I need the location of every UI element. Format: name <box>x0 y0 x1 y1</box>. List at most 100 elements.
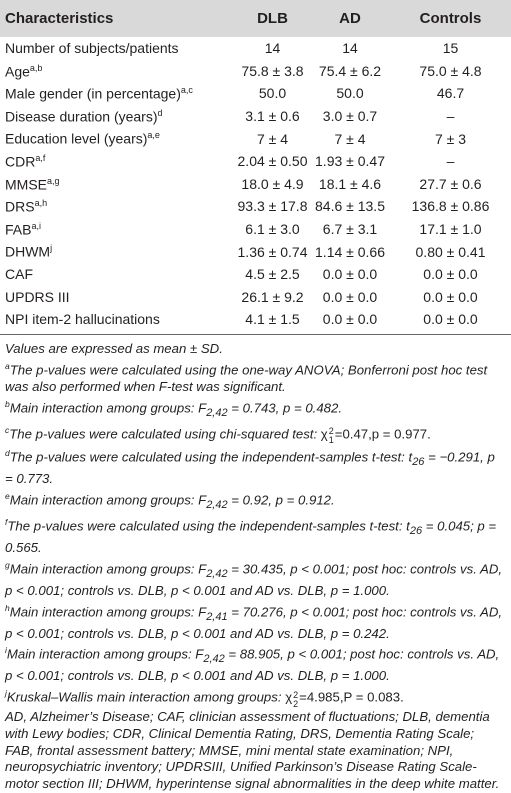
row-label: NPI item-2 hallucinations <box>5 311 160 328</box>
row-label-cell: Male gender (in percentage)a,c <box>0 82 235 105</box>
footnote-text: Main interaction among groups: F <box>9 561 207 577</box>
table-row: Disease duration (years)d 3.1 ± 0.6 3.0 ± … <box>0 105 511 128</box>
footnote-text: Main interaction among groups: F <box>9 492 207 508</box>
value-cell: 0.0 ± 0.0 <box>423 266 478 283</box>
footnote-ref: a,h <box>34 198 48 209</box>
row-label-cell: CDRa,f <box>0 150 235 173</box>
value-cell: 6.1 ± 3.0 <box>245 221 300 238</box>
footnote: fThe p-values were calculated using the … <box>5 514 506 557</box>
table-row: UPDRS III 26.1 ± 9.2 0.0 ± 0.0 0.0 ± 0.0 <box>0 286 511 309</box>
value-cell: 136.8 ± 0.86 <box>411 198 490 215</box>
value-cell: 17.1 ± 1.0 <box>419 221 482 238</box>
row-label-cell: FABa,i <box>0 218 235 241</box>
footnote: bMain interaction among groups: F2,42 = … <box>5 396 506 422</box>
footnote-text: Main interaction among groups: F <box>9 604 207 620</box>
math-text: χ <box>320 426 328 442</box>
value-cell: 14 <box>342 40 358 57</box>
footnote: cThe p-values were calculated using chi-… <box>5 422 506 445</box>
column-header: AD <box>339 10 361 27</box>
row-label-cell: Education level (years)a,e <box>0 127 235 150</box>
subscript: 26 <box>412 456 425 469</box>
table-row: Agea,b 75.8 ± 3.8 75.4 ± 6.2 75.0 ± 4.8 <box>0 60 511 83</box>
table-row: DHWMj 1.36 ± 0.74 1.14 ± 0.66 0.80 ± 0.41 <box>0 240 511 263</box>
footnote-mark: a <box>5 360 10 371</box>
table-row: DRSa,h 93.3 ± 17.8 84.6 ± 13.5 136.8 ± 0.86 <box>0 195 511 218</box>
footnote-text: The p-values were calculated using the i… <box>7 518 410 534</box>
footnote: iMain interaction among groups: F2,42 = … <box>5 642 506 685</box>
column-header: Controls <box>419 10 482 27</box>
footnote-ref: a,b <box>29 62 43 73</box>
footnote-ref: a,f <box>35 152 46 163</box>
value-cell: 75.8 ± 3.8 <box>241 62 304 79</box>
footnote-mark: h <box>5 602 10 613</box>
row-label: Disease duration (years) <box>5 108 158 125</box>
row-label-cell: Disease duration (years)d <box>0 105 235 128</box>
value-cell: 0.0 ± 0.0 <box>322 266 378 283</box>
superscript: 2 <box>328 426 334 437</box>
value-cell: 26.1 ± 9.2 <box>241 288 304 305</box>
footnote-mark: f <box>5 516 8 527</box>
footnote-text: The p-values were calculated using the o… <box>5 362 488 394</box>
subscript: 2,42 <box>206 406 228 419</box>
superscript: 2 <box>293 689 299 700</box>
footnote-ref: a,c <box>180 85 193 96</box>
math-text: χ <box>285 689 293 705</box>
row-label: CAF <box>5 266 33 283</box>
value-cell: 2.04 ± 0.50 <box>237 153 308 170</box>
footnote-mark: i <box>5 645 7 656</box>
row-label: MMSE <box>5 176 47 193</box>
row-label: Education level (years) <box>5 131 148 147</box>
row-label: DRS <box>5 198 35 215</box>
footnote-mark: d <box>5 448 10 459</box>
row-label: UPDRS III <box>5 288 70 305</box>
footnote-text: = 88.905, p < 0.001; post hoc: controls … <box>5 646 500 684</box>
row-label-cell: Number of subjects/patients <box>0 37 235 60</box>
footnote-text: Main interaction among groups: F <box>9 400 207 416</box>
value-cell: 7 ± 3 <box>434 130 467 147</box>
table-row: CAF 4.5 ± 2.5 0.0 ± 0.0 0.0 ± 0.0 <box>0 263 511 286</box>
value-cell: 75.4 ± 6.2 <box>318 62 382 79</box>
value-cell: 50.0 <box>258 85 287 102</box>
header-row: Characteristics DLB AD Controls <box>0 0 511 37</box>
table-row: MMSEa,g 18.0 ± 4.9 18.1 ± 4.6 27.7 ± 0.6 <box>0 173 511 196</box>
value-cell: 3.1 ± 0.6 <box>245 108 300 125</box>
footnote-mark: e <box>5 491 10 501</box>
footnote-ref: a,e <box>147 130 160 141</box>
subscript: 2 <box>293 698 299 709</box>
row-label: CDR <box>5 153 36 170</box>
value-cell: 6.7 ± 3.1 <box>322 221 378 238</box>
table-row: FABa,i 6.1 ± 3.0 6.7 ± 3.1 17.1 ± 1.0 <box>0 218 511 241</box>
math-text: =0.47,p = 0.977. <box>334 426 431 442</box>
footnote-text: = 30.435, p < 0.001; post hoc: controls … <box>5 561 503 598</box>
row-label: DHWM <box>5 243 51 260</box>
footnote: jKruskal–Wallis main interaction among g… <box>5 685 506 708</box>
math-text: =4.985,P = 0.083. <box>299 689 404 705</box>
footnote-text: Values are expressed as mean ± SD. <box>5 340 223 356</box>
row-label: Male gender (in percentage) <box>5 85 181 102</box>
footnote-text: = 0.92, p = 0.912. <box>227 492 335 508</box>
footnote-ref: d <box>157 107 163 118</box>
row-label-cell: MMSEa,g <box>0 173 235 196</box>
value-cell: 0.80 ± 0.41 <box>415 243 486 260</box>
footnote-ref: j <box>50 243 53 254</box>
row-label: FAB <box>5 221 32 238</box>
table-row: Education level (years)a,e 7 ± 4 7 ± 4 7 ± … <box>0 127 511 150</box>
row-label-cell: Agea,b <box>0 60 235 83</box>
value-cell: 1.14 ± 0.66 <box>315 243 385 260</box>
subscript: 2,42 <box>206 499 228 512</box>
footnote-text: = −0.291, p = 0.773. <box>5 449 495 487</box>
subscript: 1 <box>328 435 334 446</box>
value-cell: 1.36 ± 0.74 <box>237 243 308 260</box>
value-cell: 27.7 ± 0.6 <box>419 175 482 192</box>
characteristics-table: Characteristics DLB AD Controls Number of s… <box>0 0 511 331</box>
footnote-text: = 0.743, p = 0.482. <box>227 400 342 416</box>
value-cell: 7 ± 4 <box>256 130 289 147</box>
value-cell: 1.93 ± 0.47 <box>315 153 385 170</box>
value-cell: 0.0 ± 0.0 <box>423 311 478 328</box>
footnote-text: The p-values were calculated using the i… <box>9 449 413 465</box>
value-cell: 14 <box>264 40 281 57</box>
table-row: NPI item-2 hallucinations 4.1 ± 1.5 0.0 ± … <box>0 308 511 331</box>
